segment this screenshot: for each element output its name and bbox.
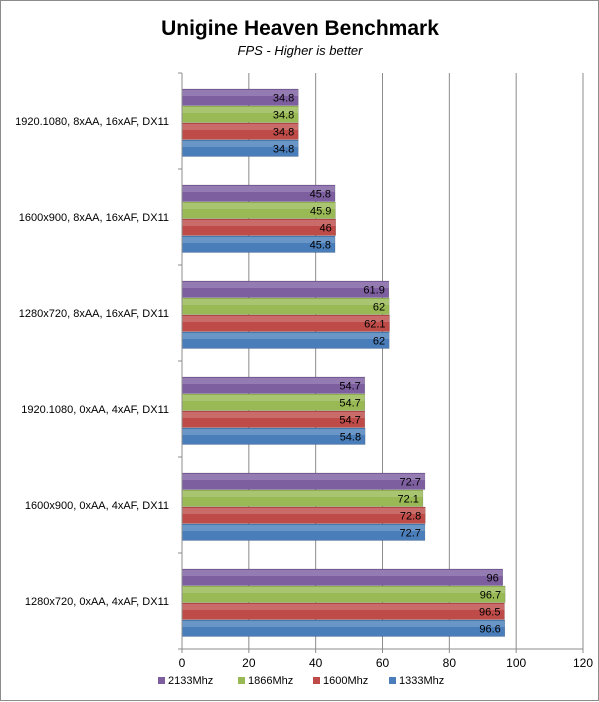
legend-swatch [313, 677, 320, 684]
x-tick-label: 80 [443, 656, 457, 670]
chart-title: Unigine Heaven Benchmark [161, 17, 439, 40]
data-label: 45.8 [310, 189, 331, 201]
data-label: 62 [373, 302, 385, 314]
category-label: 1280x720, 8xAA, 16xAF, DX11 [19, 308, 169, 320]
chart-subtitle: FPS - Higher is better [238, 43, 364, 58]
data-label: 96.5 [479, 607, 500, 619]
bar-highlight [182, 107, 299, 113]
data-label: 34.8 [273, 127, 294, 139]
category-label: 1920.1080, 0xAA, 4xAF, DX11 [21, 404, 169, 416]
data-label: 61.9 [363, 285, 384, 297]
bar-highlight [182, 237, 336, 243]
category-label: 1600x900, 8xAA, 16xAF, DX11 [19, 212, 169, 224]
bar-highlight [182, 508, 426, 514]
data-label: 72.7 [400, 477, 421, 489]
data-label: 45.9 [310, 206, 331, 218]
x-tick-label: 40 [309, 656, 323, 670]
legend-label: 2133Mhz [168, 675, 213, 687]
data-label: 62 [373, 336, 385, 348]
data-label: 62.1 [364, 319, 385, 331]
category-label: 1280x720, 0xAA, 4xAF, DX11 [25, 596, 169, 608]
bar-highlight [182, 141, 299, 147]
data-label: 96.7 [480, 590, 501, 602]
data-label: 54.7 [339, 415, 360, 427]
data-label: 45.8 [310, 240, 331, 252]
data-label: 54.8 [340, 432, 361, 444]
x-tick-label: 60 [376, 656, 390, 670]
bar-highlight [182, 570, 503, 576]
bar-highlight [182, 621, 505, 627]
legend-swatch [389, 677, 396, 684]
legend-label: 1333Mhz [399, 675, 444, 687]
data-label: 72.7 [400, 528, 421, 540]
legend-swatch [238, 677, 245, 684]
bar-highlight [182, 429, 366, 435]
data-label: 34.8 [273, 144, 294, 156]
legend-swatch [158, 677, 165, 684]
bar-highlight [182, 220, 336, 226]
data-label: 72.8 [400, 511, 421, 523]
bar-highlight [182, 203, 336, 209]
data-label: 72.1 [398, 494, 419, 506]
legend: 2133Mhz 1866Mhz 1600Mhz 1333Mhz [158, 675, 444, 687]
bar-highlight [182, 395, 365, 401]
bar-highlight [182, 282, 389, 288]
legend-label: 1866Mhz [248, 675, 293, 687]
bar-highlight [182, 378, 365, 384]
x-tick-label: 100 [506, 656, 526, 670]
x-tick-label: 0 [179, 656, 186, 670]
bar-highlight [182, 491, 423, 497]
bar-highlight [182, 299, 390, 305]
legend-label: 1600Mhz [323, 675, 368, 687]
bar-highlight [182, 587, 506, 593]
data-label: 46 [319, 223, 331, 235]
bar-highlight [182, 316, 390, 322]
category-label: 1920.1080, 8xAA, 16xAF, DX11 [15, 116, 169, 128]
x-tick-label: 120 [573, 656, 593, 670]
bar-highlight [182, 604, 505, 610]
data-label: 54.7 [339, 381, 360, 393]
bar-highlight [182, 333, 390, 339]
data-label: 96.6 [479, 624, 500, 636]
data-label: 34.8 [273, 110, 294, 122]
plot-area: 34.8 34.8 34.8 34.8 1920.1080, 8xAA, 16xAF, … [15, 72, 593, 670]
bar-highlight [182, 525, 425, 531]
x-tick-label: 20 [242, 656, 256, 670]
category-label: 1600x900, 0xAA, 4xAF, DX11 [25, 500, 169, 512]
bar-highlight [182, 474, 425, 480]
bar-highlight [182, 90, 299, 96]
bar-highlight [182, 412, 365, 418]
data-label: 96 [487, 573, 499, 585]
bar-highlight [182, 186, 336, 192]
data-label: 34.8 [273, 93, 294, 105]
bar-highlight [182, 124, 299, 130]
data-label: 54.7 [339, 398, 360, 410]
